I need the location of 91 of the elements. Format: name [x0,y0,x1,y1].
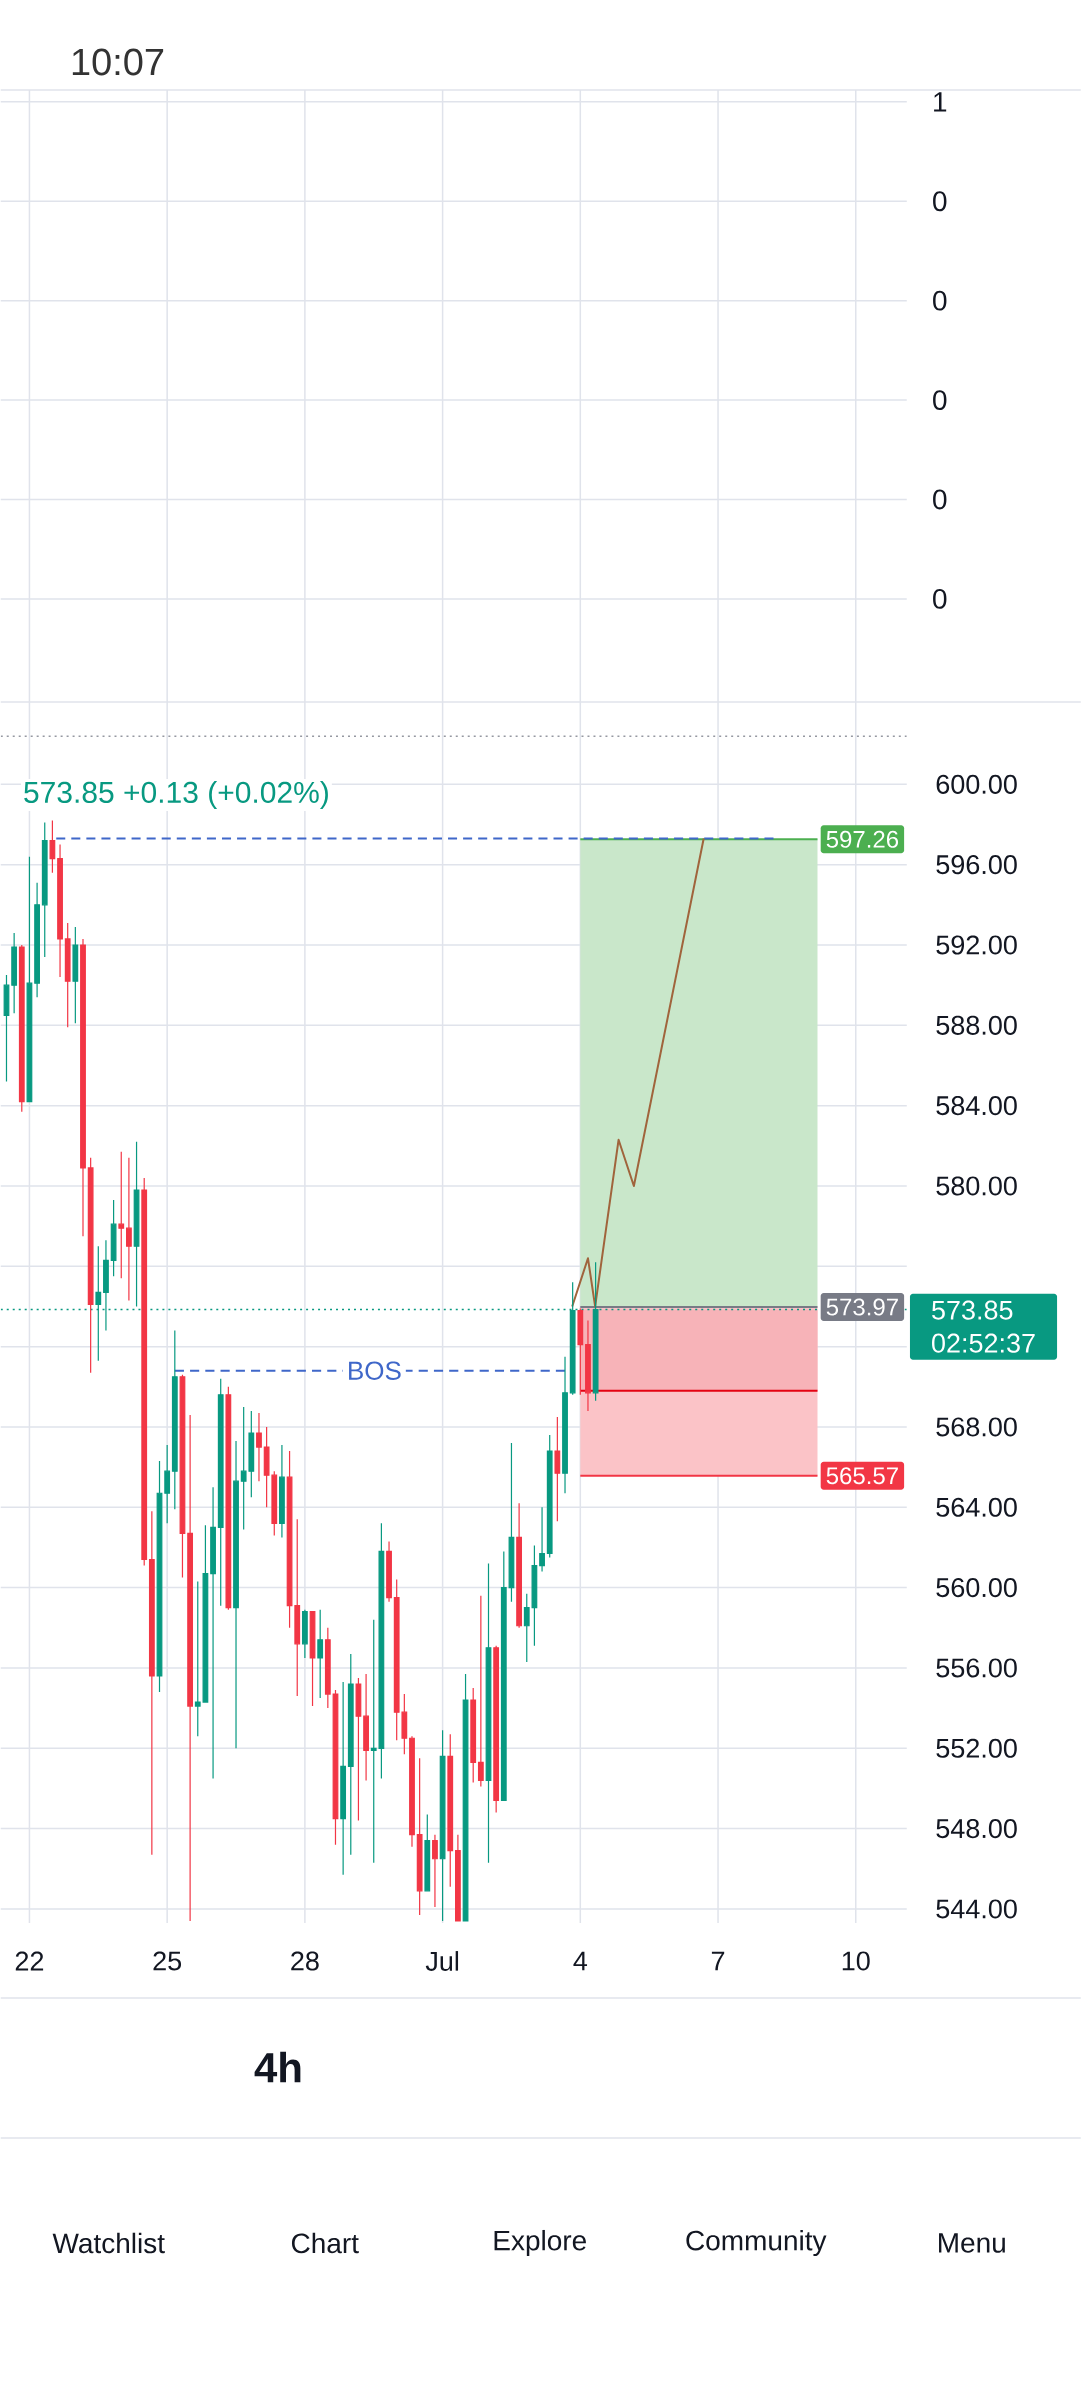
candlestick [340,1681,347,1876]
candlestick [562,1356,569,1494]
candlestick [72,926,79,1024]
candlestick [539,1506,546,1573]
candlestick [256,1412,263,1482]
y-tick-label: 600.00 [936,774,1018,794]
candlestick [585,1319,592,1412]
text: 0 [933,588,947,609]
annotation: 573.85 +0.13 (+0.02%) [24,781,329,809]
candlestick [19,944,25,1113]
candlestick [439,1729,446,1922]
x-tick-label: 4 [573,1951,588,1971]
text: Watchlist [52,2232,166,2254]
candlestick [126,1157,133,1302]
x-tick-label: 22 [16,1951,44,1971]
candlestick [447,1733,454,1888]
candlestick [363,1673,370,1782]
candlestick [11,932,18,1014]
text: 0 [933,191,947,212]
text: 1 [934,92,947,112]
candlestick [470,1687,477,1784]
candlestick [501,1550,507,1802]
candlestick [218,1378,224,1607]
candlestick [302,1609,309,1659]
candlestick [478,1595,484,1788]
candlestick [409,1735,416,1848]
y-tick-label: 556.00 [936,1658,1018,1678]
y-tick-label: 584.00 [936,1096,1018,1116]
data-label: 565.57 [826,1467,899,1485]
text: 02:52:37 [932,1333,1035,1353]
x-tick-label: 10 [843,1951,870,1971]
text: 0 [933,390,947,410]
y-tick-label: 548.00 [936,1819,1018,1839]
data-label: 573.97 [826,1298,899,1316]
text: 0 [933,489,947,510]
candlestick [554,1416,561,1522]
candlestick [80,938,87,1237]
text: Explore [494,2229,587,2257]
y-tick-label: 596.00 [936,855,1018,875]
x-tick-label: 28 [291,1951,319,1971]
y-tick-label: 592.00 [936,935,1018,955]
candlestick [26,856,33,1103]
candlestick [57,843,64,978]
y-tick-label: 552.00 [936,1738,1018,1758]
candlestick [65,922,71,1028]
candlestick [133,1141,140,1308]
candlestick [493,1645,500,1814]
candlestick [577,1307,584,1396]
candlestick [110,1199,117,1277]
candlestick [432,1834,439,1908]
candlestick [172,1329,178,1510]
candlestick [149,1510,155,1856]
y-tick-label: 568.00 [936,1417,1018,1437]
text: 0 [933,290,947,311]
candlestick [210,1486,217,1779]
candlestick [417,1757,423,1916]
text: Community [686,2229,827,2257]
candlestick [325,1627,331,1709]
x-tick-label: 25 [153,1951,182,1971]
text: 10:07 [73,48,164,76]
candlestick [164,1444,171,1524]
x-tick-label: Jul [426,1951,459,1971]
candlestick [88,1157,94,1374]
candlestick [187,1414,194,1922]
x-tick-label: 7 [712,1951,725,1971]
candlestick [49,819,56,874]
text: Chart [292,2232,360,2254]
candlestick [34,882,41,998]
candlestick [516,1502,523,1629]
candlestick [348,1653,354,1856]
y-tick-label: 560.00 [936,1578,1018,1598]
candlestick [547,1434,553,1559]
annotation: BOS [349,1361,401,1380]
ref-line-label: 573.85 [932,1300,1013,1320]
y-tick-label: 580.00 [936,1176,1018,1196]
candlestick [225,1386,232,1611]
y-tick-label: 564.00 [936,1497,1018,1517]
candlestick [317,1609,324,1699]
candlestick [455,1834,462,1922]
candlestick [233,1440,240,1749]
y-tick-label: 544.00 [936,1899,1018,1919]
candlestick [386,1540,393,1603]
candlestick [42,821,48,958]
candlestick [141,1177,148,1567]
candlestick [424,1813,431,1892]
text: 4h [254,2051,301,2083]
text: Menu [939,2233,1006,2253]
candlestick [279,1444,286,1539]
candlestick [355,1677,362,1822]
data-label: 597.26 [826,830,899,848]
y-tick-label: 588.00 [936,1015,1018,1035]
